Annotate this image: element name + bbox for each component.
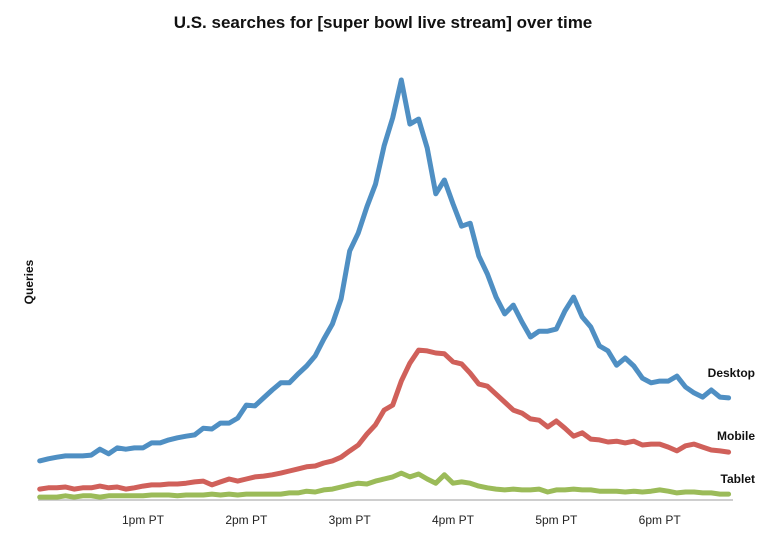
series-lines [37, 77, 732, 500]
x-tick-label: 3pm PT [329, 513, 372, 527]
x-tick-label: 2pm PT [225, 513, 268, 527]
series-line-desktop [37, 77, 732, 464]
series-label-tablet: Tablet [721, 472, 755, 486]
x-tick-label: 4pm PT [432, 513, 475, 527]
y-axis-label: Queries [22, 259, 36, 304]
x-tick-labels: 1pm PT 2pm PT 3pm PT 4pm PT 5pm PT 6pm PT [122, 513, 681, 527]
x-tick-label: 1pm PT [122, 513, 165, 527]
x-tick-label: 6pm PT [639, 513, 682, 527]
x-tick-label: 5pm PT [535, 513, 578, 527]
series-label-desktop: Desktop [708, 366, 755, 380]
chart-title: U.S. searches for [super bowl live strea… [173, 13, 593, 32]
series-label-mobile: Mobile [717, 429, 755, 443]
series-line-mobile [37, 347, 732, 492]
series-labels: Tablet Mobile Desktop [708, 366, 756, 486]
series-line-tablet [37, 470, 732, 500]
